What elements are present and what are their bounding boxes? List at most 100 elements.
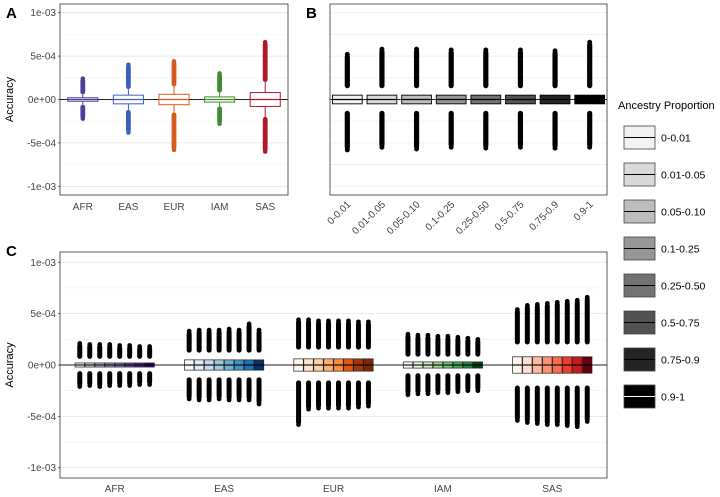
panel-c-outliers-high-tip xyxy=(196,327,202,333)
panel-b-outliers-high-tip xyxy=(517,47,523,53)
panel-a-chart: -1e-03 -5e-04 0e+00 5e-04 1e-03 Accuracy AFR EA… xyxy=(4,3,289,213)
panel-c-outliers-low xyxy=(564,385,570,426)
panel-c-outliers-low-tip xyxy=(356,404,361,410)
panel-c-outliers-high xyxy=(236,330,242,353)
panel-c-outliers-high xyxy=(186,331,192,353)
panel-a-y-tick-label: -1e-03 xyxy=(27,182,56,193)
panel-label-c: C xyxy=(6,243,17,260)
panel-b-outliers-high xyxy=(552,50,558,89)
panel-c-outliers-low xyxy=(574,385,580,427)
panel-c-outliers-low xyxy=(425,373,431,394)
panel-b-x-tick-label: 0.05-0.10 xyxy=(385,199,423,237)
panel-label-b: B xyxy=(306,5,317,22)
panel-c-outliers-low-tip xyxy=(316,405,321,411)
panel-b-outliers-high-tip xyxy=(344,51,350,57)
panel-c-outliers-low-tip xyxy=(326,405,331,411)
panel-b-outliers-low xyxy=(344,110,350,150)
legend: Ancestry Proportion 0-0.01 0.01-0.05 0.05-… xyxy=(618,100,715,409)
panel-b-outliers-high xyxy=(379,49,385,89)
panel-c-outliers-low-tip xyxy=(346,405,351,411)
panel-c-outliers-low xyxy=(335,380,341,409)
panel-c-outliers-low xyxy=(87,371,93,386)
panel-c-outliers-low-tip xyxy=(455,389,461,395)
panel-c-outliers-high xyxy=(355,321,361,350)
panel-c-outliers-low-tip xyxy=(196,397,202,403)
panel-b-x-tick-label: 0.75-0.9 xyxy=(527,199,561,233)
panel-a-outliers-high-EUR xyxy=(171,61,177,87)
legend-title: Ancestry Proportion xyxy=(618,100,715,112)
panel-c-outliers-high-tip xyxy=(465,335,471,341)
panel-b-outliers-high-tip xyxy=(587,39,593,45)
panel-b-outliers-low xyxy=(517,110,524,148)
panel-c-outliers-high xyxy=(435,336,441,357)
panel-b-x-tick-label: 0.9-1 xyxy=(572,199,596,223)
panel-c-outliers-high-tip xyxy=(206,327,212,333)
panel-c-outliers-low-tip xyxy=(87,383,93,388)
panel-c-outliers-low-tip xyxy=(97,384,103,389)
panel-a-x-tick-label: SAS xyxy=(255,202,275,213)
panel-c-outliers-high-tip xyxy=(445,333,451,339)
panel-b-outliers-low xyxy=(413,110,420,149)
panel-c-x-tick-label: EAS xyxy=(214,484,234,495)
panel-c-outliers-low-tip xyxy=(206,397,212,403)
panel-c-outliers-low-tip xyxy=(465,388,471,394)
panel-c-outliers-low-tip xyxy=(226,397,232,403)
panel-c-outliers-low xyxy=(196,377,202,400)
panel-c-outliers-low-tip xyxy=(77,384,83,389)
panel-c-outliers-low xyxy=(107,371,113,386)
panel-c-outliers-high xyxy=(107,344,113,359)
panel-c-outliers-low-tip xyxy=(306,406,311,412)
panel-c-outliers-low-tip xyxy=(236,397,242,403)
panel-b-outliers-high xyxy=(483,50,489,89)
panel-c-outliers-low xyxy=(544,385,550,425)
panel-c-outliers-low-tip xyxy=(534,421,540,426)
panel-c-outliers-low-tip xyxy=(405,392,411,398)
panel-c-outliers-low xyxy=(455,373,461,392)
panel-c-outliers-low-tip xyxy=(246,397,252,403)
panel-c-outliers-low-tip xyxy=(186,396,192,402)
panel-c-outliers-high xyxy=(77,343,83,359)
panel-c-outliers-low xyxy=(365,380,371,407)
panel-a-outliers-high-AFR xyxy=(80,78,86,95)
panel-c-outliers-high-tip xyxy=(306,317,311,323)
panel-b-outliers-low xyxy=(483,110,489,149)
panel-c-outliers-high-tip xyxy=(455,334,461,340)
panel-a-outliers-high-SAS xyxy=(262,42,268,83)
panel-a-x-tick-label: IAM xyxy=(211,202,229,213)
panel-b-outliers-high xyxy=(413,49,420,89)
panel-a-outliers-low-AFR-tip xyxy=(80,116,86,121)
panel-c-outliers-low-tip xyxy=(336,405,341,411)
panel-c-outliers-high xyxy=(326,320,332,350)
panel-c-outliers-low xyxy=(147,371,153,385)
panel-c-outliers-low xyxy=(236,377,242,400)
panel-c-outliers-high-tip xyxy=(117,343,123,348)
panel-c-outliers-high xyxy=(335,320,341,350)
panel-a-outliers-low-SAS xyxy=(262,116,268,152)
panel-c-outliers-high xyxy=(117,345,123,359)
panel-b-outliers-low-tip xyxy=(344,147,350,153)
panel-c-y-tick-label: 1e-03 xyxy=(30,258,56,269)
panel-c-outliers-low-tip xyxy=(475,388,481,394)
panel-c-outliers-high xyxy=(246,323,252,353)
panel-c-outliers-high xyxy=(574,300,580,345)
panel-b-x-tick-label: 0.25-0.50 xyxy=(454,199,492,237)
panel-c-x-tick-label: AFR xyxy=(105,484,125,495)
panel-c-y-axis-title: Accuracy xyxy=(4,342,16,388)
panel-c-outliers-high-tip xyxy=(435,333,441,339)
panel-a-outliers-low-EAS xyxy=(126,109,131,133)
panel-c-outliers-high xyxy=(564,301,570,345)
panel-b-chart: 0-0.010.01-0.050.05-0.10 0.1-0.250.25-0.5… xyxy=(326,3,608,237)
panel-b-outliers-low-tip xyxy=(379,144,385,150)
panel-b-outliers-low-tip xyxy=(517,144,523,150)
panel-b-outliers-high-tip xyxy=(483,47,489,53)
panel-c-outliers-low xyxy=(415,373,421,394)
panel-c-outliers-high-tip xyxy=(336,318,341,324)
panel-c-outliers-low xyxy=(246,377,252,400)
panel-label-a: A xyxy=(6,5,17,22)
panel-c-y-tick-label: 0e+00 xyxy=(28,361,57,372)
panel-c-outliers-high xyxy=(226,329,232,353)
panel-a-x-tick-label: EUR xyxy=(163,202,184,213)
panel-c-outliers-high-tip xyxy=(554,299,560,305)
legend-label: 0-0.01 xyxy=(661,133,691,145)
panel-c-outliers-high xyxy=(256,330,262,353)
